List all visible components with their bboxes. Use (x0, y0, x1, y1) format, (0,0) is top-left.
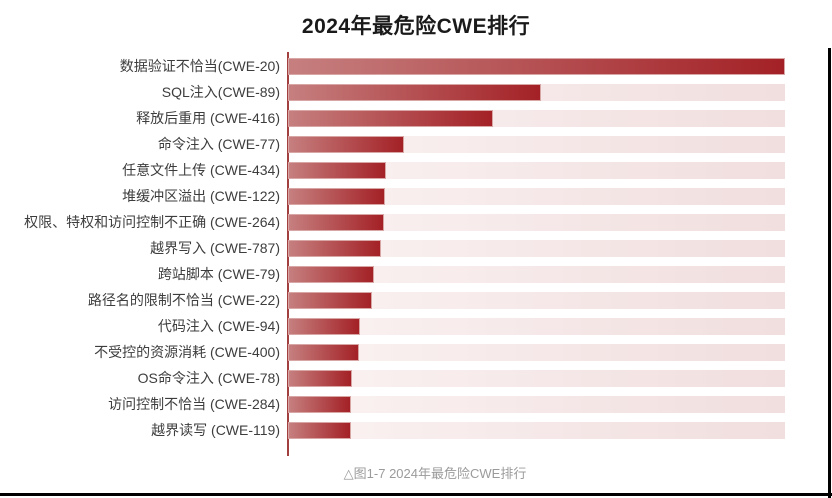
bar-track (288, 317, 785, 335)
chart-title: 2024年最危险CWE排行 (301, 15, 531, 38)
bar-fill (288, 109, 493, 127)
bar-label: 任意文件上传 (CWE-434) (122, 162, 280, 178)
chart-row: SQL注入(CWE-89) (0, 79, 832, 105)
chart-row: 路径名的限制不恰当 (CWE-22) (0, 287, 832, 313)
bar-label: 权限、特权和访问控制不正确 (CWE-264) (24, 214, 280, 230)
frame-border-bottom (0, 493, 832, 496)
bar-track (288, 291, 785, 309)
bar-track (288, 135, 785, 153)
figure-caption: △图1-7 2024年最危险CWE排行 (343, 466, 527, 481)
chart-row: 释放后重用 (CWE-416) (0, 105, 832, 131)
bar-label: 越界写入 (CWE-787) (150, 240, 280, 256)
bar-label: 命令注入 (CWE-77) (157, 136, 280, 152)
bar-fill (288, 213, 384, 231)
bar-fill (288, 239, 381, 257)
chart-row: 堆缓冲区溢出 (CWE-122) (0, 183, 832, 209)
chart-rows: 数据验证不恰当(CWE-20) SQL注入(CWE-89) 释放后重用 (CWE-4… (0, 53, 832, 443)
frame-border-right (828, 48, 831, 498)
bar-label: 代码注入 (CWE-94) (157, 318, 280, 334)
bar-label: 越界读写 (CWE-119) (151, 422, 280, 438)
chart-row: 越界写入 (CWE-787) (0, 235, 832, 261)
chart-row: 越界读写 (CWE-119) (0, 417, 832, 443)
chart-row: 不受控的资源消耗 (CWE-400) (0, 339, 832, 365)
bar-track (288, 421, 785, 439)
chart-row: 数据验证不恰当(CWE-20) (0, 53, 832, 79)
bar-label: 堆缓冲区溢出 (CWE-122) (122, 188, 280, 204)
bar-label: OS命令注入 (CWE-78) (137, 370, 280, 386)
bar-label: SQL注入(CWE-89) (161, 84, 280, 100)
bar-track (288, 109, 785, 127)
bar-track (288, 343, 785, 361)
bar-label: 路径名的限制不恰当 (CWE-22) (87, 292, 280, 308)
bar-fill (288, 161, 386, 179)
bar-label: 不受控的资源消耗 (CWE-400) (94, 344, 280, 360)
bar-track (288, 213, 785, 231)
bar-track (288, 395, 785, 413)
chart-row: 代码注入 (CWE-94) (0, 313, 832, 339)
bar-label: 数据验证不恰当(CWE-20) (119, 58, 280, 74)
chart-row: 访问控制不恰当 (CWE-284) (0, 391, 832, 417)
bar-fill (288, 135, 404, 153)
bar-fill (288, 83, 541, 101)
bar-label: 跨站脚本 (CWE-79) (157, 266, 280, 282)
bar-track (288, 239, 785, 257)
chart-row: 跨站脚本 (CWE-79) (0, 261, 832, 287)
bar-fill (288, 395, 352, 413)
bar-track (288, 369, 785, 387)
bar-fill (288, 57, 785, 75)
chart-row: 权限、特权和访问控制不正确 (CWE-264) (0, 209, 832, 235)
bar-label: 访问控制不恰当 (CWE-284) (108, 396, 280, 412)
bar-label: 释放后重用 (CWE-416) (136, 110, 280, 126)
bar-track (288, 57, 785, 75)
bar-track (288, 83, 785, 101)
bar-fill (288, 187, 385, 205)
bar-fill (288, 369, 353, 387)
bar-track (288, 265, 785, 283)
bar-fill (288, 317, 361, 335)
bar-track (288, 187, 785, 205)
bar-fill (288, 265, 374, 283)
bar-fill (288, 421, 352, 439)
bar-fill (288, 291, 372, 309)
bar-track (288, 161, 785, 179)
chart-row: OS命令注入 (CWE-78) (0, 365, 832, 391)
bar-fill (288, 343, 360, 361)
chart-row: 命令注入 (CWE-77) (0, 131, 832, 157)
chart-row: 任意文件上传 (CWE-434) (0, 157, 832, 183)
